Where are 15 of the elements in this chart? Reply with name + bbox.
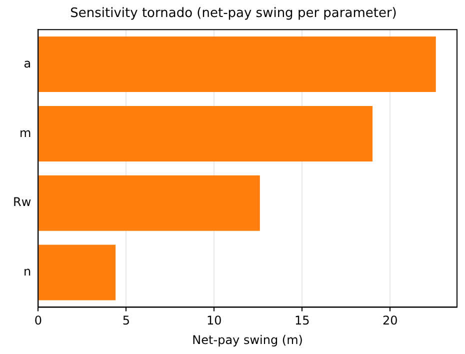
x-tick-label: 20 xyxy=(382,314,398,328)
bar xyxy=(38,106,373,162)
bar xyxy=(38,244,116,300)
x-tick-label: 15 xyxy=(294,314,310,328)
chart-title: Sensitivity tornado (net-pay swing per parameter) xyxy=(70,6,397,22)
y-tick-label: m xyxy=(19,126,32,140)
y-tick-label: a xyxy=(24,56,32,70)
x-tick-label: 5 xyxy=(122,314,130,328)
x-tick-label: 10 xyxy=(206,314,222,328)
bar xyxy=(38,175,260,231)
bar xyxy=(38,36,436,92)
y-tick-label: n xyxy=(24,264,32,279)
x-axis-title: Net-pay swing (m) xyxy=(192,332,303,347)
y-tick-label: Rw xyxy=(12,195,32,210)
x-tick-label: 0 xyxy=(34,314,42,328)
